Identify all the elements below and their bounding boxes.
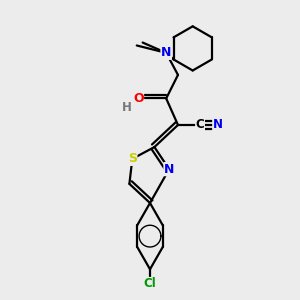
Text: S: S: [128, 152, 137, 165]
Text: N: N: [161, 46, 171, 59]
Text: N: N: [213, 118, 223, 131]
Text: O: O: [133, 92, 143, 105]
Text: N: N: [164, 163, 174, 176]
Text: C: C: [196, 118, 204, 131]
Text: Cl: Cl: [144, 278, 156, 290]
Text: H: H: [122, 101, 131, 114]
